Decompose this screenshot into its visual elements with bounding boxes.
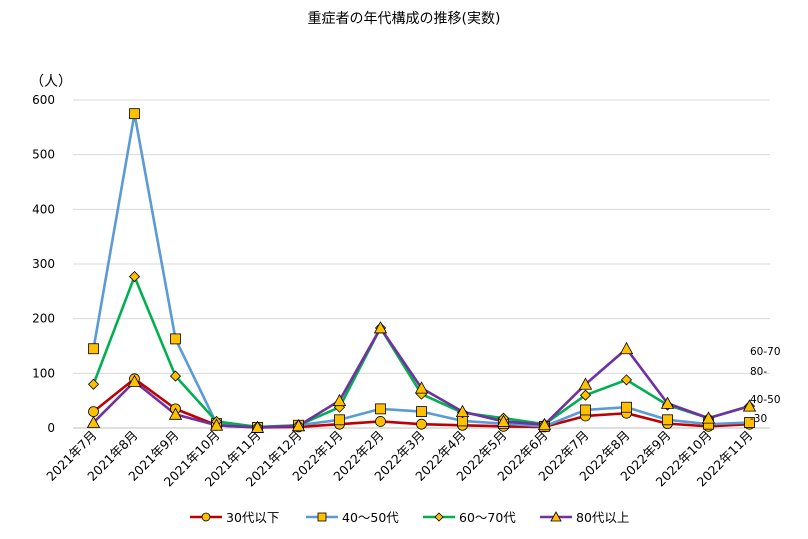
data-point xyxy=(742,399,757,412)
data-point xyxy=(744,417,755,428)
legend-marker xyxy=(434,512,444,522)
data-point xyxy=(619,341,634,355)
end-label: 40-50 xyxy=(750,394,781,406)
y-tick-labels: 0 100 200 300 400 500 600 xyxy=(32,93,55,435)
data-point xyxy=(170,333,181,345)
series-group xyxy=(86,108,757,433)
y-tick-label: 300 xyxy=(32,257,55,271)
data-point xyxy=(579,389,592,401)
legend-item: 30代以下 xyxy=(190,510,279,525)
data-point xyxy=(701,411,716,424)
data-point xyxy=(455,404,470,418)
data-point xyxy=(578,377,593,390)
legend: 30代以下 40～50代 60～70代 80代以上 xyxy=(190,510,629,525)
data-point xyxy=(416,406,427,418)
data-point xyxy=(168,407,183,420)
data-point xyxy=(88,343,99,355)
data-point xyxy=(87,378,100,390)
data-point xyxy=(375,403,386,415)
y-tick-label: 500 xyxy=(32,148,55,162)
data-point xyxy=(128,271,141,283)
legend-marker xyxy=(317,512,327,522)
data-point xyxy=(334,414,345,426)
legend-label: 30代以下 xyxy=(226,510,279,525)
data-point xyxy=(209,418,224,431)
data-point xyxy=(375,416,386,427)
chart-title: 重症者の年代構成の推移(実数) xyxy=(308,11,501,27)
legend-marker xyxy=(201,512,211,522)
legend-label: 80代以上 xyxy=(576,510,629,525)
data-point xyxy=(291,418,306,432)
legend-label: 60～70代 xyxy=(459,510,516,525)
data-point xyxy=(414,381,429,394)
legend-item: 80代以上 xyxy=(540,510,629,525)
data-point xyxy=(129,108,140,120)
data-point xyxy=(86,415,101,428)
data-point xyxy=(496,414,511,427)
data-point xyxy=(373,321,388,334)
data-point xyxy=(169,370,182,382)
end-labels: 60-70 80- 40-50 -30 xyxy=(750,346,781,425)
y-tick-label: 100 xyxy=(32,366,55,380)
legend-item: 60～70代 xyxy=(423,510,516,525)
end-label: 60-70 xyxy=(750,346,781,358)
data-point xyxy=(332,393,347,407)
data-point xyxy=(660,396,675,409)
data-point xyxy=(88,406,99,418)
series-markers-4 xyxy=(86,321,757,433)
data-point xyxy=(662,414,673,426)
x-tick-labels: 2021年7月2021年8月2021年9月2021年10月2021年11月202… xyxy=(43,428,755,490)
end-label: 80- xyxy=(750,366,767,378)
y-tick-label: 400 xyxy=(32,202,55,216)
y-tick-label: 0 xyxy=(47,421,55,435)
end-label: -30 xyxy=(750,413,767,425)
data-point xyxy=(416,418,427,430)
legend-marker xyxy=(550,511,562,522)
data-point xyxy=(580,404,591,416)
y-tick-label: 200 xyxy=(32,312,55,326)
series-line xyxy=(92,275,750,429)
data-point xyxy=(127,374,142,387)
legend-item: 40～50代 xyxy=(306,510,399,525)
data-point xyxy=(250,420,265,433)
data-point xyxy=(621,401,632,413)
data-point xyxy=(620,374,633,386)
gridlines xyxy=(73,99,770,429)
series-3 xyxy=(92,275,750,429)
y-axis-unit: （人） xyxy=(30,74,72,90)
data-point xyxy=(537,417,552,431)
legend-label: 40～50代 xyxy=(342,510,399,525)
y-tick-label: 600 xyxy=(32,93,55,107)
